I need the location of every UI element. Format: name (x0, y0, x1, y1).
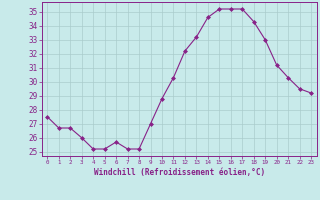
X-axis label: Windchill (Refroidissement éolien,°C): Windchill (Refroidissement éolien,°C) (94, 168, 265, 177)
